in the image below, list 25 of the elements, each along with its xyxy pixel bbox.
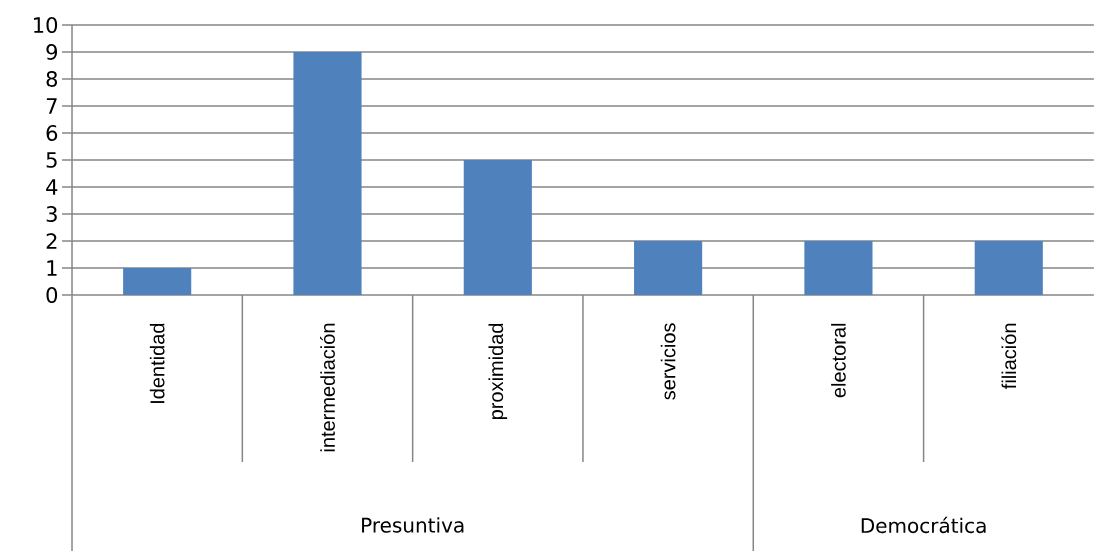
x-tick-label: filiación	[1001, 323, 1017, 389]
x-tick-label: proximidad	[488, 323, 508, 420]
x-tick-label: servicios	[660, 323, 676, 400]
y-tick-label: 5	[46, 152, 57, 168]
y-tick-label: 3	[46, 206, 57, 222]
bar	[293, 51, 362, 295]
bar	[804, 240, 873, 295]
y-tick-label: 8	[46, 71, 58, 87]
y-tick-label: 9	[46, 44, 58, 60]
x-tick-label: intermediación	[320, 323, 335, 452]
y-tick-label: 6	[46, 125, 58, 141]
text: Democrática	[861, 516, 986, 534]
bar	[974, 240, 1043, 295]
y-tick-label: 2	[46, 233, 57, 249]
x-tick-label: Identidad	[149, 323, 165, 403]
x-tick-label: electoral	[831, 323, 846, 398]
y-tick-label: 0	[46, 287, 58, 303]
y-tick-label: 10	[34, 17, 58, 33]
text: Presuntiva	[362, 517, 464, 533]
y-tick-label: 7	[46, 98, 57, 114]
bar	[463, 159, 532, 295]
y-tick-label: 1	[47, 260, 57, 276]
bar	[634, 240, 703, 295]
y-tick-label: 4	[46, 179, 58, 195]
bar	[123, 267, 192, 295]
